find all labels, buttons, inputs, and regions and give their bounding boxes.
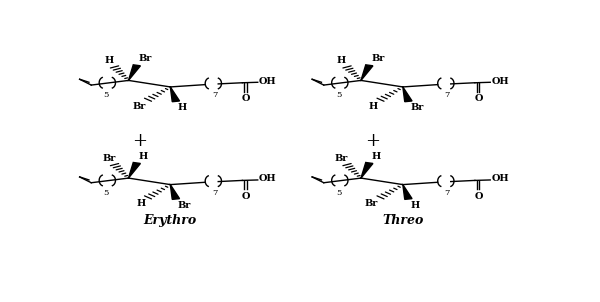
Polygon shape	[403, 87, 412, 102]
Text: 5: 5	[103, 188, 109, 197]
Text: Br: Br	[410, 103, 424, 112]
Text: 7: 7	[212, 91, 217, 99]
Text: 7: 7	[445, 91, 449, 99]
Text: 5: 5	[336, 188, 341, 197]
Text: OH: OH	[259, 174, 277, 183]
Text: O: O	[475, 191, 483, 201]
Text: Br: Br	[102, 154, 116, 163]
Text: Erythro: Erythro	[144, 214, 197, 227]
Text: Br: Br	[371, 54, 385, 63]
Text: H: H	[369, 101, 378, 111]
Text: Br: Br	[335, 154, 348, 163]
Text: 5: 5	[103, 91, 109, 99]
Text: 7: 7	[212, 189, 217, 197]
Text: +: +	[133, 132, 148, 150]
Text: Br: Br	[139, 54, 152, 63]
Text: O: O	[242, 191, 250, 201]
Polygon shape	[361, 65, 373, 80]
Text: H: H	[104, 56, 113, 65]
Text: Threo: Threo	[382, 214, 424, 227]
Text: OH: OH	[491, 77, 509, 86]
Polygon shape	[170, 185, 179, 199]
Text: Br: Br	[178, 201, 191, 210]
Text: H: H	[136, 199, 146, 208]
Text: +: +	[365, 132, 380, 150]
Text: 7: 7	[445, 189, 449, 197]
Text: Br: Br	[365, 199, 378, 208]
Text: OH: OH	[491, 174, 509, 183]
Text: H: H	[371, 152, 380, 161]
Text: Br: Br	[133, 101, 146, 111]
Polygon shape	[403, 185, 412, 199]
Text: 5: 5	[336, 91, 341, 99]
Polygon shape	[361, 162, 373, 178]
Text: O: O	[475, 94, 483, 103]
Text: H: H	[410, 201, 419, 210]
Text: H: H	[337, 56, 346, 65]
Text: O: O	[242, 94, 250, 103]
Polygon shape	[128, 65, 140, 80]
Polygon shape	[128, 162, 140, 178]
Text: H: H	[178, 103, 187, 112]
Text: OH: OH	[259, 77, 277, 86]
Text: H: H	[139, 152, 148, 161]
Polygon shape	[170, 87, 179, 102]
